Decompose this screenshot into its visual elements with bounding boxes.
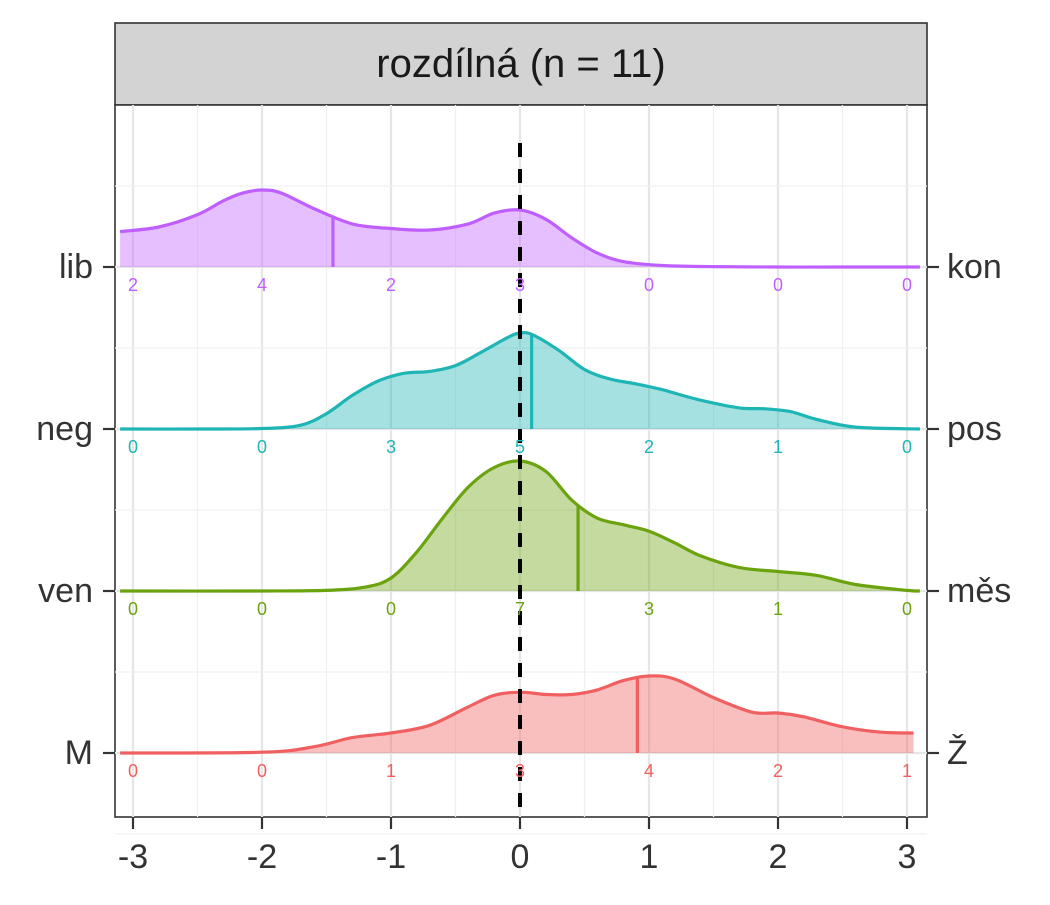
density-line-lib xyxy=(119,188,920,269)
count-label: 0 xyxy=(257,599,267,619)
count-label: 2 xyxy=(128,275,138,295)
count-label: 1 xyxy=(386,761,396,781)
y-label-right: měs xyxy=(947,572,1011,610)
x-tick-label: 3 xyxy=(898,838,917,876)
y-label-left: lib xyxy=(59,248,93,286)
x-tick-label: -1 xyxy=(376,838,406,876)
count-label: 0 xyxy=(128,437,138,457)
count-label: 0 xyxy=(128,761,138,781)
density-line-M xyxy=(120,674,914,755)
x-tick-label: 2 xyxy=(769,838,788,876)
count-label: 1 xyxy=(773,437,783,457)
count-label: 3 xyxy=(644,599,654,619)
count-label: 7 xyxy=(515,599,525,619)
count-label: 0 xyxy=(257,761,267,781)
count-label: 2 xyxy=(773,761,783,781)
count-labels: 2 4 2 3 0 0 0 0 0 3 5 2 1 0 0 0 0 7 3 1 0 0 0 1 3 4 2 1 xyxy=(128,275,912,781)
density-area-M xyxy=(120,675,914,753)
count-label: 0 xyxy=(386,599,396,619)
x-tick-label: -3 xyxy=(118,838,148,876)
count-label: 1 xyxy=(773,599,783,619)
y-label-left: ven xyxy=(38,572,93,610)
facet-strip xyxy=(114,22,928,106)
count-label: 5 xyxy=(515,437,525,457)
axes: lib kon neg pos ven měs M Ž -3 -2 -1 0 1 2 3 xyxy=(36,248,1011,876)
count-label: 0 xyxy=(902,437,912,457)
count-label: 0 xyxy=(257,437,267,457)
density-line-neg xyxy=(120,331,920,431)
count-label: 2 xyxy=(386,275,396,295)
density-line-ven xyxy=(120,459,920,593)
x-tick-label: -2 xyxy=(247,838,277,876)
y-label-right: kon xyxy=(947,248,1002,286)
count-label: 4 xyxy=(644,761,654,781)
count-label: 3 xyxy=(386,437,396,457)
count-label: 0 xyxy=(902,275,912,295)
y-label-right: pos xyxy=(947,410,1002,448)
count-label: 0 xyxy=(644,275,654,295)
y-label-left: neg xyxy=(36,410,93,448)
count-label: 0 xyxy=(773,275,783,295)
y-label-left: M xyxy=(65,734,93,772)
density-area-ven xyxy=(120,460,920,592)
count-label: 2 xyxy=(644,437,654,457)
x-tick-label: 0 xyxy=(511,838,530,876)
count-label: 3 xyxy=(515,275,525,295)
count-label: 1 xyxy=(902,761,912,781)
facet-title: rozdílná (n = 11) xyxy=(376,42,665,86)
count-label: 0 xyxy=(902,599,912,619)
y-label-right: Ž xyxy=(947,734,968,772)
count-label: 0 xyxy=(128,599,138,619)
x-tick-label: 1 xyxy=(640,838,659,876)
count-label: 4 xyxy=(257,275,267,295)
count-label: 3 xyxy=(515,761,525,781)
